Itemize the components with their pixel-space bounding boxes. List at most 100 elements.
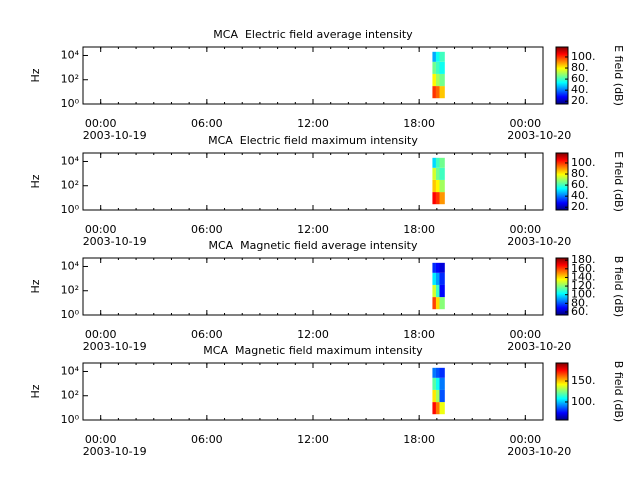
colorbar-strip [556, 89, 568, 91]
colorbar-strip [556, 63, 568, 65]
colorbar-strip [556, 268, 568, 270]
colorbar-strip [556, 380, 568, 382]
colorbar-strip [556, 176, 568, 178]
spectrogram-cell [435, 86, 440, 99]
colorbar-strip [556, 184, 568, 186]
colorbar-tick-label: 60. [571, 178, 589, 191]
colorbar-strip [556, 174, 568, 176]
x-date-label: 2003-10-20 [507, 235, 571, 248]
colorbar-strip [556, 159, 568, 161]
spectrogram-cell [435, 377, 440, 390]
colorbar-strip [556, 66, 568, 68]
colorbar-strip [556, 285, 568, 287]
colorbar-strip [556, 52, 568, 54]
spectrogram-cell [435, 272, 440, 285]
colorbar-strip [556, 391, 568, 393]
colorbar-frame [555, 46, 569, 105]
colorbar-strip [556, 187, 568, 189]
colorbar-strip [556, 389, 568, 391]
colorbar-strip [556, 192, 568, 194]
colorbar-strip [556, 290, 568, 292]
colorbar-label: B field (dB) [612, 361, 625, 422]
colorbar-strip [556, 288, 568, 290]
spectrogram-cell [439, 389, 445, 403]
colorbar-strip [556, 412, 568, 414]
colorbar-strip [556, 374, 568, 376]
colorbar-strip [556, 273, 568, 275]
colorbar-strip [556, 154, 568, 156]
colorbar-strip [556, 265, 568, 267]
colorbar-strip [556, 303, 568, 305]
colorbar-strip [556, 294, 568, 296]
colorbar-strip [556, 71, 568, 73]
colorbar-strip [556, 178, 568, 180]
colorbar-strip [556, 162, 568, 164]
spectrogram-cell [439, 367, 445, 378]
colorbar-strip [556, 101, 568, 103]
y-tick-label: 10² [61, 179, 79, 192]
spectrogram-cell [439, 167, 445, 180]
x-tick-label: 00:00 [509, 117, 541, 130]
spectrogram-cell [435, 61, 440, 74]
colorbar-strip [556, 371, 568, 373]
colorbar-strip [556, 372, 568, 374]
spectrogram-cell [439, 262, 445, 273]
y-tick-label: 10² [61, 389, 79, 402]
colorbar-label: E field (dB) [612, 151, 625, 212]
colorbar-strip [556, 169, 568, 171]
colorbar-strip [556, 387, 568, 389]
spectrogram-cell [432, 389, 436, 403]
colorbar-strip [556, 91, 568, 93]
colorbar-frame [555, 152, 569, 211]
colorbar-strip [556, 306, 568, 308]
colorbar-strip [556, 304, 568, 306]
colorbar-strip [556, 55, 568, 57]
colorbar-strip [556, 161, 568, 163]
colorbar-strip [556, 59, 568, 61]
colorbar-strip [556, 183, 568, 185]
colorbar-strip [556, 185, 568, 187]
colorbar-strip [556, 75, 568, 77]
colorbar-strip [556, 287, 568, 289]
colorbar-strip [556, 81, 568, 83]
y-tick-label: 10⁰ [61, 97, 80, 110]
panel-title: MCA Electric field average intensity [213, 28, 413, 41]
spectrogram-cell [439, 61, 445, 74]
colorbar-strip [556, 399, 568, 401]
colorbar-strip [556, 188, 568, 190]
colorbar-strip [556, 51, 568, 53]
colorbar-strip [556, 61, 568, 63]
colorbar-strip [556, 393, 568, 395]
colorbar-strip [556, 92, 568, 94]
colorbar-strip [556, 82, 568, 84]
colorbar-strip [556, 199, 568, 201]
y-tick-label: 10⁰ [61, 203, 80, 216]
colorbar-strip [556, 73, 568, 75]
colorbar-strip [556, 409, 568, 411]
colorbar-strip [556, 198, 568, 200]
colorbar-strip [556, 278, 568, 280]
colorbar-strip [556, 194, 568, 196]
colorbar-strip [556, 365, 568, 367]
colorbar-strip [556, 402, 568, 404]
colorbar-strip [556, 381, 568, 383]
colorbar-strip [556, 94, 568, 96]
colorbar-strip [556, 153, 568, 155]
x-date-label: 2003-10-20 [507, 129, 571, 142]
spectrogram-cell [435, 284, 440, 298]
colorbar-strip [556, 100, 568, 102]
colorbar-tick-label: 60. [571, 72, 589, 85]
spectrogram-cell [435, 262, 440, 273]
spectrogram-cell [435, 389, 440, 403]
colorbar-strip [556, 67, 568, 69]
colorbar-strip [556, 403, 568, 405]
colorbar-tick-label: 100. [571, 288, 596, 301]
colorbar-strip [556, 291, 568, 293]
x-tick-label: 00:00 [85, 117, 117, 130]
colorbar-strip [556, 383, 568, 385]
colorbar-strip [556, 286, 568, 288]
spectrogram-cell [432, 192, 436, 205]
x-tick-label: 18:00 [403, 223, 435, 236]
colorbar-strip [556, 74, 568, 76]
